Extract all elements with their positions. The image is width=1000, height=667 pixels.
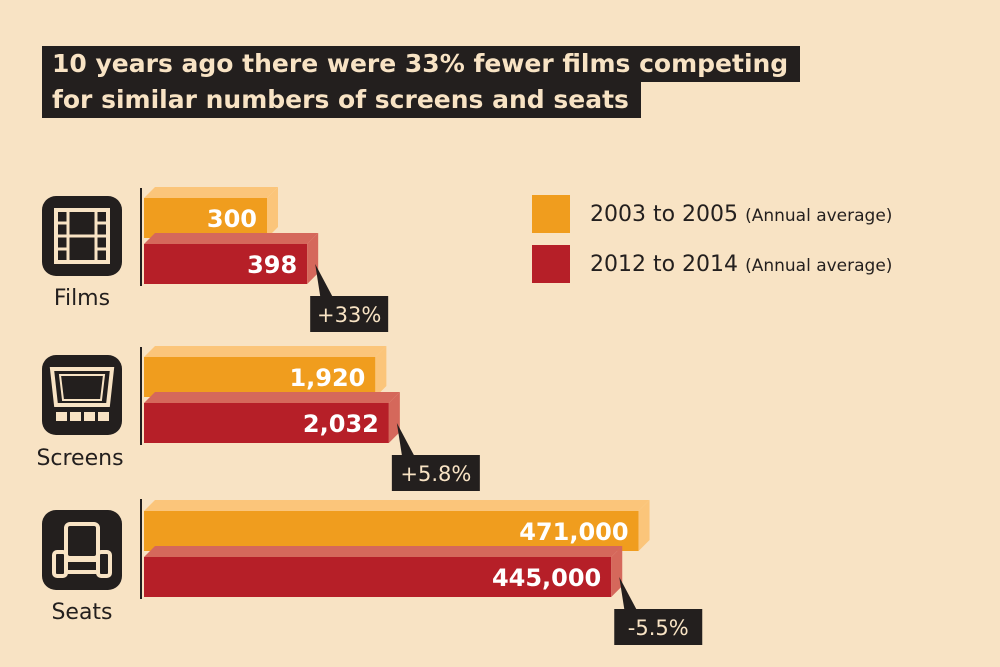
callout-pointer [396,423,414,455]
bar-side-face [611,546,623,597]
legend-item-2012-2014: 2012 to 2014 (Annual average) [532,242,892,286]
category-label-films: Films [53,286,111,311]
bar-side-face [307,233,319,284]
bar-top-face [144,346,387,357]
title-line-1: 10 years ago there were 33% fewer films … [42,46,801,82]
bar-side-face [388,392,400,443]
bar-top-face [144,187,278,198]
change-label: +33% [317,303,381,327]
bar-value-label: 2,032 [303,410,379,438]
legend: 2003 to 2005 (Annual average) 2012 to 20… [532,192,892,292]
bar [144,557,612,597]
change-label: -5.5% [628,616,689,640]
title-line-2: for similar numbers of screens and seats [42,82,641,118]
change-callout [391,455,480,491]
legend-item-2003-2005: 2003 to 2005 (Annual average) [532,192,892,236]
bar-top-face [144,233,319,244]
change-callout [614,609,703,645]
chart-title: 10 years ago there were 33% fewer films … [42,46,801,118]
category-label-seats: Seats [51,600,113,625]
callout-pointer [315,264,333,296]
cinema-screen-icon [42,355,122,435]
legend-swatch [532,245,570,283]
bar-side-face [375,346,387,397]
bar-side-face [638,500,650,551]
bar-value-label: 1,920 [289,364,365,392]
bar-value-label: 445,000 [492,564,601,592]
bar-value-label: 398 [247,251,297,279]
bar-top-face [144,500,650,511]
legend-note: (Annual average) [745,205,893,226]
legend-label: 2003 to 2005 [590,201,739,227]
change-callout [310,296,389,332]
cinema-seat-icon [42,510,122,590]
bar-top-face [144,546,623,557]
film-strip-icon [42,196,122,276]
legend-swatch [532,195,570,233]
callout-pointer [619,577,637,609]
bar [144,357,376,397]
bar-value-label: 300 [207,205,257,233]
bar [144,198,267,238]
bar-top-face [144,392,400,403]
bar-value-label: 471,000 [519,518,628,546]
bar [144,511,639,551]
change-label: +5.8% [400,462,471,486]
legend-label: 2012 to 2014 [590,251,739,277]
bar-side-face [267,187,278,238]
bar [144,403,389,443]
category-label-screens: Screens [36,446,124,471]
legend-note: (Annual average) [745,255,893,276]
bar [144,244,308,284]
